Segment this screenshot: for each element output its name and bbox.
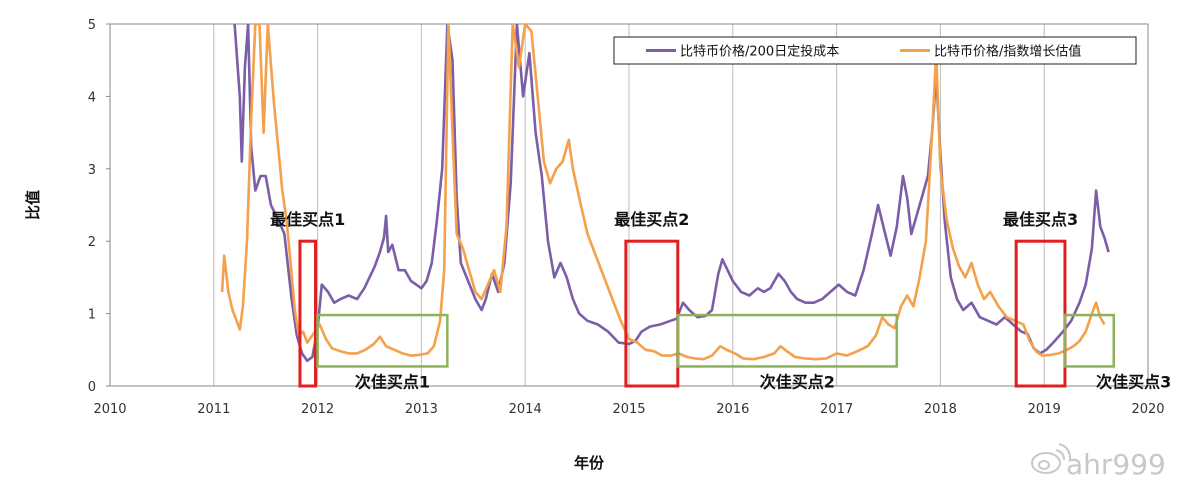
series-group: [220, 24, 1110, 363]
x-tick-label: 2020: [1131, 402, 1164, 417]
second-buy-label: 次佳买点3: [1096, 372, 1171, 391]
best-buy-label: 最佳买点2: [614, 210, 689, 229]
second-buy-label: 次佳买点1: [355, 372, 430, 391]
legend-box: [613, 36, 1137, 65]
annotations: 最佳买点1 次佳买点1 最佳买点2 次佳买点2 最佳买点3 次佳买点3: [270, 210, 1171, 391]
x-tick-label: 2016: [716, 402, 749, 417]
second-buy-label: 次佳买点2: [760, 372, 835, 391]
x-tick-label: 2014: [509, 402, 542, 417]
legend: 比特币价格/200日定投成本 比特币价格/指数增长估值: [613, 36, 1137, 65]
legend-label: 比特币价格/200日定投成本: [680, 44, 839, 60]
y-tick-label: 1: [88, 308, 96, 323]
watermark: ahr999: [1031, 443, 1166, 481]
best-buy-label: 最佳买点1: [270, 210, 345, 229]
y-axis-title: 比值: [24, 190, 42, 220]
second-buy-box: [676, 313, 899, 368]
x-tick-label: 2018: [924, 402, 957, 417]
watermark-text: ahr999: [1066, 448, 1166, 481]
x-tick-label: 2012: [301, 402, 334, 417]
best-buy-label: 最佳买点3: [1003, 210, 1078, 229]
y-axis: 0 1 2 3 4 5: [88, 18, 110, 395]
x-tick-label: 2017: [820, 402, 853, 417]
legend-label: 比特币价格/指数增长估值: [934, 44, 1081, 60]
y-tick-label: 2: [88, 235, 96, 250]
x-tick-label: 2013: [405, 402, 438, 417]
x-tick-label: 2019: [1028, 402, 1061, 417]
y-tick-label: 3: [88, 163, 96, 178]
second-buy-box: [316, 313, 449, 368]
second-buy-box: [1063, 313, 1115, 368]
weibo-logo-icon: [1031, 443, 1072, 474]
x-tick-label: 2015: [612, 402, 645, 417]
x-tick-label: 2010: [93, 402, 126, 417]
best-buy-box: [1014, 239, 1067, 388]
y-tick-label: 0: [88, 380, 96, 395]
best-buy-box: [298, 239, 318, 388]
best-buy-box: [624, 239, 680, 388]
series-line-purple: [233, 24, 1110, 363]
y-tick-label: 4: [88, 90, 96, 105]
series-line-orange: [220, 24, 1106, 361]
x-axis: 2010 2011 2012 2013 2014 2015 2016 2017 2018 2019…: [93, 402, 1164, 417]
y-tick-label: 5: [88, 18, 96, 33]
x-axis-title: 年份: [574, 454, 605, 472]
x-tick-label: 2011: [197, 402, 230, 417]
